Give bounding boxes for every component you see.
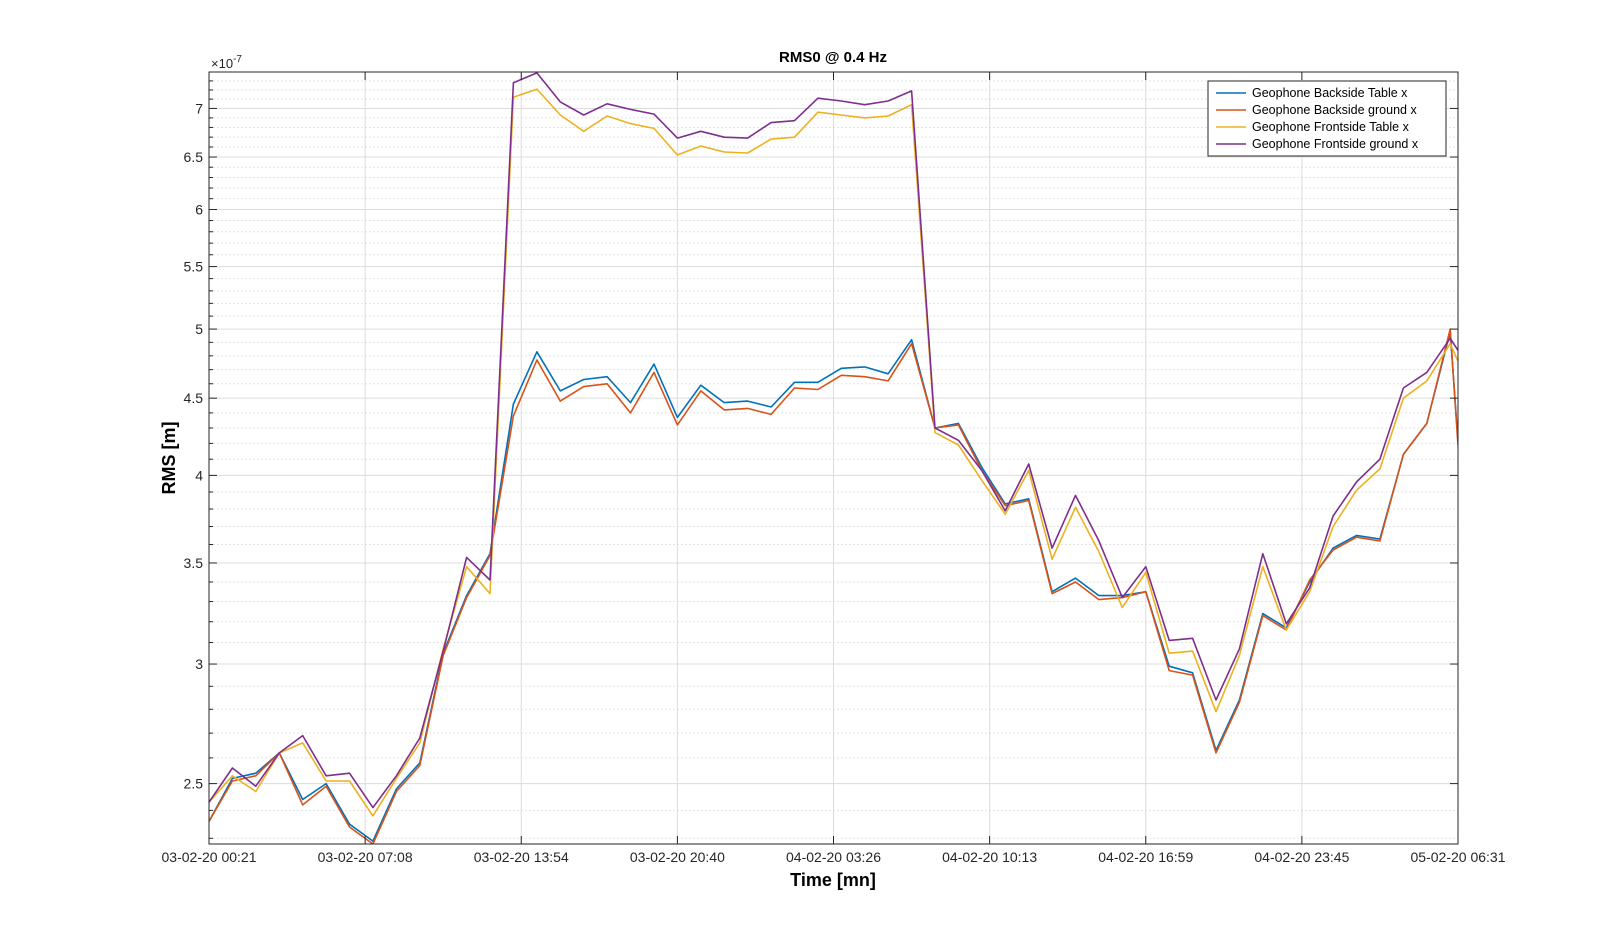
legend[interactable]: Geophone Backside Table x Geophone Backsi… [1207,80,1447,157]
x-tick-labels: 03-02-20 00:21 03-02-20 07:08 03-02-20 13:… [162,849,1506,865]
series-lines [209,72,1458,844]
y-exponent-power: -7 [233,54,242,65]
y-axis-label: RMS [m] [159,422,179,495]
x-tick-label: 03-02-20 00:21 [162,849,257,865]
legend-label: Geophone Frontside Table x [1252,120,1410,134]
x-tick-label: 04-02-20 10:13 [942,849,1037,865]
y-exponent-base: ×10 [211,56,233,71]
y-tick-label: 2.5 [184,776,204,792]
legend-box [1207,80,1447,157]
legend-label: Geophone Backside ground x [1252,103,1417,117]
y-tick-label: 4 [195,467,203,483]
series-line-4 [209,72,1458,809]
x-tick-label: 03-02-20 20:40 [630,849,725,865]
y-tick-label: 5 [195,321,203,337]
chart-title: RMS0 @ 0.4 Hz [779,49,887,66]
y-exponent-label: ×10 -7 [211,54,242,71]
y-tick-label: 6.5 [184,149,204,165]
y-tick-label: 7 [195,100,203,116]
x-tick-label: 05-02-20 06:31 [1411,849,1506,865]
y-tick-label: 5.5 [184,259,204,275]
series-line-2 [209,328,1458,844]
x-tick-label: 04-02-20 03:26 [786,849,881,865]
y-tick-label: 4.5 [184,390,204,406]
y-tick-label: 6 [195,202,203,218]
x-tick-label: 03-02-20 13:54 [474,849,569,865]
series-line-3 [209,88,1458,817]
legend-items: Geophone Backside Table x Geophone Backsi… [1216,86,1419,151]
major-grid [208,72,1459,844]
x-tick-label: 04-02-20 23:45 [1254,849,1349,865]
y-tick-labels: 2.5 3 3.5 4 4.5 5 5.5 6 6.5 7 [184,100,204,791]
legend-label: Geophone Frontside ground x [1252,137,1419,151]
axis-ticks [208,72,1459,844]
x-tick-label: 03-02-20 07:08 [318,849,413,865]
x-tick-label: 04-02-20 16:59 [1098,849,1193,865]
legend-label: Geophone Backside Table x [1252,86,1408,100]
x-axis-label: Time [mn] [790,870,876,890]
y-tick-label: 3.5 [184,555,204,571]
y-tick-label: 3 [195,656,203,672]
